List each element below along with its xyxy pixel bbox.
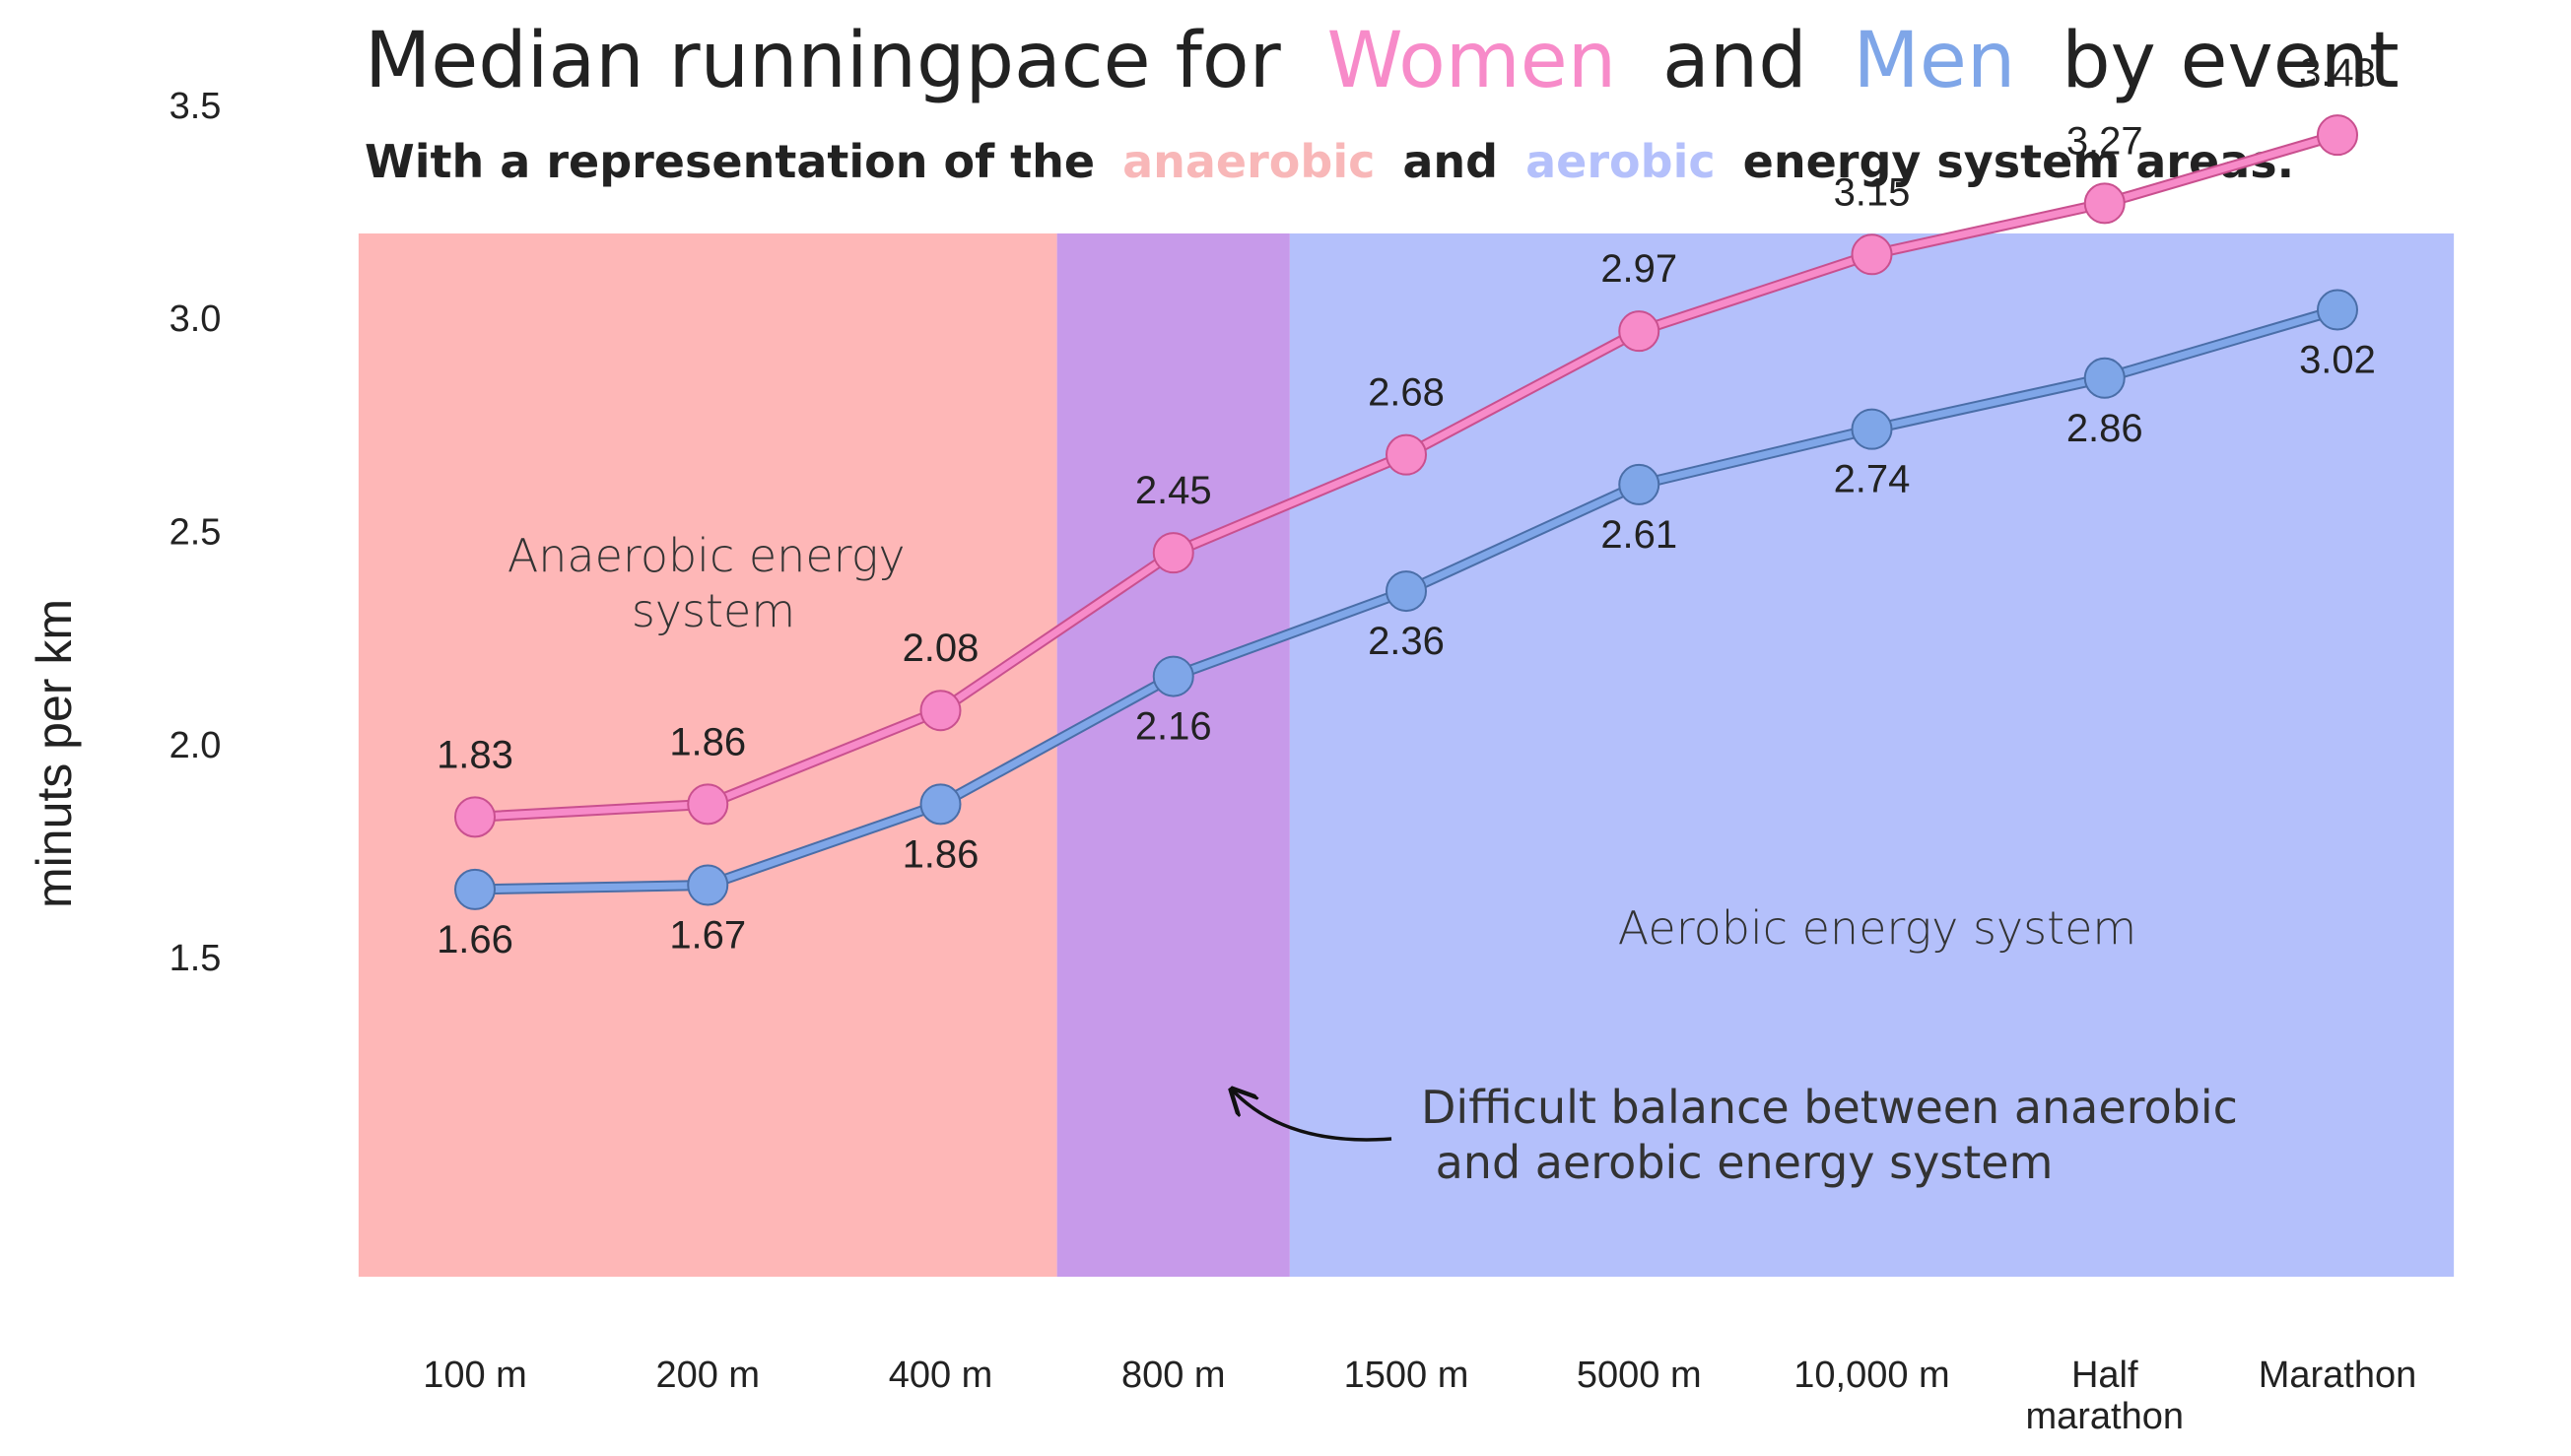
y-tick-label: 3.5 bbox=[169, 86, 222, 127]
anaerobic-region-label: Anaerobic energy system bbox=[507, 529, 919, 637]
regions bbox=[358, 233, 2455, 1277]
women-data-label: 2.08 bbox=[903, 627, 980, 670]
y-axis-label: minuts per km bbox=[27, 599, 82, 908]
subtitle-and: and bbox=[1402, 135, 1498, 188]
women-data-label: 2.97 bbox=[1600, 247, 1677, 291]
men-point bbox=[1851, 408, 1893, 450]
women-point bbox=[454, 796, 496, 838]
women-data-label: 1.86 bbox=[669, 720, 746, 763]
women-point bbox=[1386, 433, 1427, 476]
title-prefix: Median runningpace for bbox=[365, 17, 1282, 105]
men-point bbox=[1386, 570, 1427, 613]
y-tick-label: 3.0 bbox=[169, 298, 222, 340]
balance-annotation-line-2: and aerobic energy system bbox=[1421, 1136, 2053, 1189]
x-tick-label: 10,000 m bbox=[1793, 1355, 1949, 1396]
balance-annotation: Difficult balance between anaerobic and … bbox=[1421, 1081, 2253, 1189]
women-point bbox=[1152, 532, 1194, 574]
men-point bbox=[2083, 357, 2126, 399]
men-data-label: 2.86 bbox=[2066, 407, 2143, 450]
subtitle-prefix: With a representation of the bbox=[365, 135, 1095, 188]
women-point bbox=[1618, 310, 1660, 353]
y-axis-ticks: 1.5 2.0 2.5 3.0 3.5 bbox=[169, 86, 222, 979]
women-data-label: 1.83 bbox=[437, 733, 513, 776]
x-tick-label: 5000 m bbox=[1577, 1355, 1702, 1396]
men-point bbox=[919, 783, 962, 826]
women-data-label: 3.15 bbox=[1834, 170, 1911, 214]
men-point bbox=[1618, 463, 1660, 505]
region-anaerobic bbox=[358, 233, 1057, 1277]
women-point bbox=[1851, 233, 1893, 276]
men-data-label: 1.86 bbox=[903, 832, 980, 876]
men-data-label: 1.67 bbox=[669, 914, 746, 958]
region-balance bbox=[1056, 233, 1290, 1277]
chart-title: Median runningpace for Women and Men by … bbox=[365, 17, 2400, 105]
women-data-label: 2.45 bbox=[1135, 469, 1212, 512]
chart-subtitle: With a representation of the anaerobic a… bbox=[365, 135, 2294, 188]
women-point bbox=[2317, 114, 2358, 157]
x-tick-label: 200 m bbox=[655, 1355, 760, 1396]
x-tick-label: Half marathon bbox=[2025, 1355, 2184, 1437]
women-point bbox=[2083, 182, 2126, 225]
men-data-label: 1.66 bbox=[437, 918, 513, 961]
y-tick-label: 2.0 bbox=[169, 725, 222, 766]
anaerobic-label-line-1: Anaerobic energy bbox=[507, 529, 906, 582]
y-tick-label: 1.5 bbox=[169, 938, 222, 979]
subtitle-anaerobic: anaerobic bbox=[1122, 135, 1375, 188]
region-aerobic bbox=[1289, 233, 2455, 1277]
x-tick-label: 400 m bbox=[889, 1355, 993, 1396]
men-data-label: 3.02 bbox=[2299, 339, 2376, 382]
men-point bbox=[687, 864, 729, 906]
men-data-label: 2.36 bbox=[1368, 620, 1445, 663]
title-women: Women bbox=[1327, 17, 1617, 105]
women-point bbox=[919, 690, 962, 732]
women-data-label: 3.27 bbox=[2066, 119, 2143, 163]
women-point bbox=[687, 783, 729, 826]
subtitle-aerobic: aerobic bbox=[1525, 135, 1716, 188]
title-men: Men bbox=[1854, 17, 2016, 105]
men-data-label: 2.16 bbox=[1135, 705, 1212, 749]
x-axis-ticks: 100 m 200 m 400 m 800 m 1500 m 5000 m 10,000 m… bbox=[423, 1355, 2416, 1437]
women-data-label: 3.43 bbox=[2299, 51, 2376, 95]
anaerobic-label-line-2: system bbox=[632, 584, 795, 637]
annotation-arrow bbox=[1232, 1090, 1392, 1142]
men-data-label: 2.61 bbox=[1600, 513, 1677, 557]
y-tick-label: 2.5 bbox=[169, 512, 222, 554]
men-data-label: 2.74 bbox=[1834, 458, 1911, 501]
x-tick-label: 1500 m bbox=[1344, 1355, 1469, 1396]
men-point bbox=[1152, 655, 1194, 697]
series-layer: 1.83 1.86 2.08 2.45 2.68 2.97 3.15 3.27 3.43 1.66… bbox=[437, 51, 2376, 961]
x-tick-label: 800 m bbox=[1121, 1355, 1226, 1396]
men-point bbox=[454, 868, 496, 910]
title-and: and bbox=[1662, 17, 1807, 105]
x-tick-label: Marathon bbox=[2259, 1355, 2417, 1396]
x-tick-label: 100 m bbox=[423, 1355, 527, 1396]
aerobic-region-label: Aerobic energy system bbox=[1618, 901, 2137, 955]
title-suffix: by event bbox=[2062, 17, 2400, 105]
women-data-label: 2.68 bbox=[1368, 371, 1445, 415]
balance-annotation-line-1: Difficult balance between anaerobic bbox=[1421, 1081, 2238, 1134]
men-point bbox=[2317, 289, 2358, 331]
subtitle-suffix: energy system areas. bbox=[1743, 135, 2294, 188]
